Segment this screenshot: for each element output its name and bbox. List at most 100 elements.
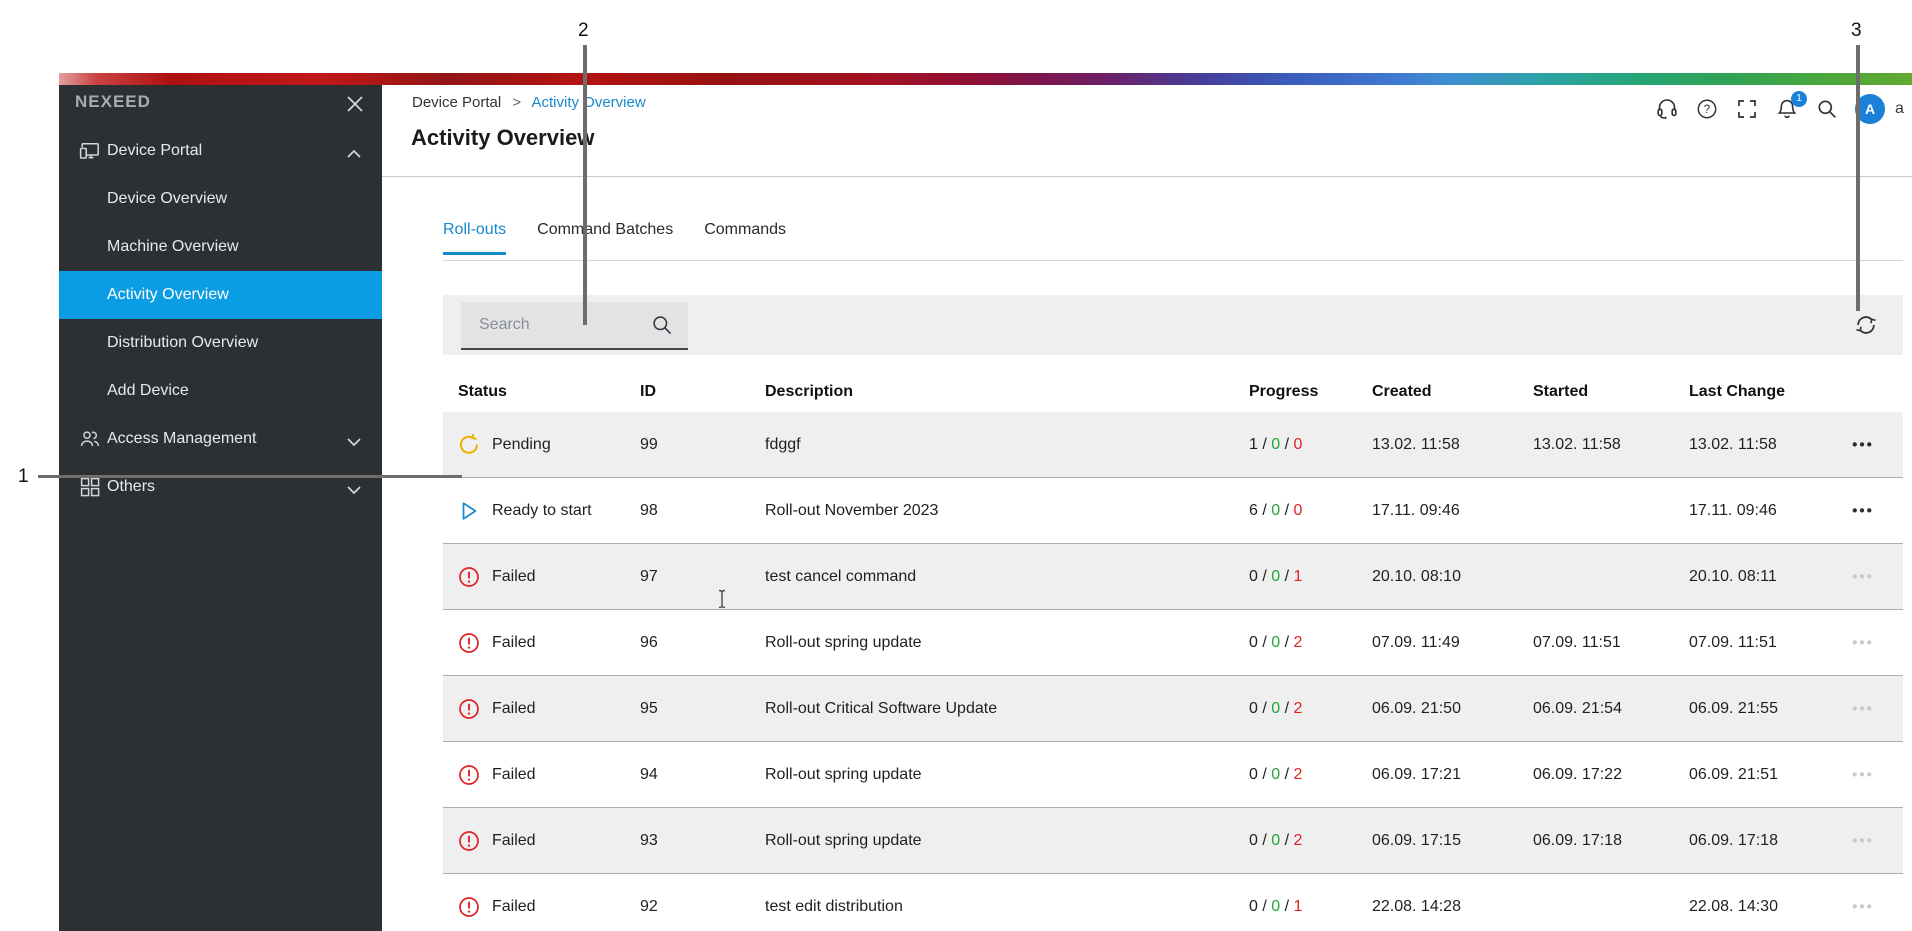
global-search-button[interactable]: [1815, 97, 1839, 121]
rollout-description: Roll-out Critical Software Update: [765, 699, 998, 717]
sidebar-item-label: Device Overview: [107, 190, 228, 207]
sidebar-item-machine-overview[interactable]: Machine Overview: [59, 223, 382, 271]
sidebar-item-distribution-overview[interactable]: Distribution Overview: [59, 319, 382, 367]
row-actions-button[interactable]: •••: [1838, 435, 1888, 454]
status-cell: Failed: [458, 896, 638, 918]
table-row[interactable]: Failed 97 test cancel command 0 / 0 / 1 20.1…: [443, 544, 1903, 610]
created-date: 06.09. 21:50: [1372, 699, 1461, 717]
sidebar-item-access-management[interactable]: Access Management: [59, 415, 382, 463]
row-actions-button[interactable]: •••: [1838, 567, 1888, 586]
rollout-id: 92: [640, 897, 658, 915]
breadcrumb-current[interactable]: Activity Overview: [531, 94, 646, 111]
started-date: 07.09. 11:51: [1533, 633, 1621, 651]
header-divider: [382, 176, 1912, 177]
sidebar-close-button[interactable]: [341, 91, 369, 119]
last-change-date: 06.09. 21:51: [1689, 765, 1778, 783]
table-row[interactable]: Ready to start 98 Roll-out November 2023 6 …: [443, 478, 1903, 544]
table-row[interactable]: Failed 92 test edit distribution 0 / 0 / 1 2…: [443, 874, 1903, 931]
notification-badge: 1: [1791, 91, 1807, 107]
status-cell: Failed: [458, 566, 638, 588]
table-row[interactable]: Failed 93 Roll-out spring update 0 / 0 / 2 0…: [443, 808, 1903, 874]
created-date: 06.09. 17:15: [1372, 831, 1461, 849]
table-toolbar: [443, 295, 1903, 355]
started-date: 06.09. 17:18: [1533, 831, 1622, 849]
sidebar: NEXEED Device Portal Device Overview Machi…: [59, 85, 382, 931]
sidebar-item-activity-overview[interactable]: Activity Overview: [59, 271, 382, 319]
last-change-date: 07.09. 11:51: [1689, 633, 1777, 651]
created-date: 20.10. 08:10: [1372, 567, 1461, 585]
breadcrumb: Device Portal > Activity Overview: [412, 94, 646, 111]
search-input[interactable]: [477, 302, 641, 348]
started-date: 06.09. 17:22: [1533, 765, 1622, 783]
refresh-button[interactable]: [1853, 312, 1879, 338]
tab-command-batches[interactable]: Command Batches: [537, 221, 674, 238]
failed-icon: [458, 764, 480, 786]
table-body: Pending 99 fdggf 1 / 0 / 0 13.02. 11:58 13.02…: [443, 412, 1903, 931]
status-cell: Failed: [458, 698, 638, 720]
sidebar-item-add-device[interactable]: Add Device: [59, 367, 382, 415]
last-change-date: 20.10. 08:11: [1689, 567, 1777, 585]
progress-cell: 6 / 0 / 0: [1249, 501, 1303, 519]
sidebar-item-device-portal[interactable]: Device Portal: [59, 127, 382, 175]
widgets-icon: [78, 475, 102, 499]
callout-label-3: 3: [1851, 20, 1862, 41]
table-row[interactable]: Pending 99 fdggf 1 / 0 / 0 13.02. 11:58 13.02…: [443, 412, 1903, 478]
progress-cell: 0 / 0 / 1: [1249, 567, 1303, 585]
failed-icon: [458, 632, 480, 654]
started-date: 13.02. 11:58: [1533, 435, 1621, 453]
column-header-description: Description: [765, 383, 854, 401]
column-header-created: Created: [1372, 383, 1432, 401]
rollout-id: 99: [640, 435, 658, 453]
row-actions-button[interactable]: •••: [1838, 699, 1888, 718]
sidebar-item-label: Device Portal: [107, 142, 203, 159]
notifications-button[interactable]: 1: [1775, 91, 1807, 121]
row-actions-button[interactable]: •••: [1838, 897, 1888, 916]
page-title: Activity Overview: [411, 125, 595, 150]
last-change-date: 22.08. 14:30: [1689, 897, 1778, 915]
status-label: Failed: [492, 897, 536, 915]
failed-icon: [458, 566, 480, 588]
support-button[interactable]: [1655, 97, 1679, 121]
column-header-id: ID: [640, 383, 656, 401]
rollout-id: 94: [640, 765, 658, 783]
rollout-description: Roll-out spring update: [765, 831, 922, 849]
tab-roll-outs[interactable]: Roll-outs: [443, 221, 507, 255]
sidebar-item-device-overview[interactable]: Device Overview: [59, 175, 382, 223]
rollout-description: test edit distribution: [765, 897, 903, 915]
status-label: Failed: [492, 699, 536, 717]
search-icon: [1815, 100, 1839, 124]
table-row[interactable]: Failed 94 Roll-out spring update 0 / 0 / 2 0…: [443, 742, 1903, 808]
rollout-description: fdggf: [765, 435, 801, 453]
row-actions-button[interactable]: •••: [1838, 765, 1888, 784]
rollout-id: 95: [640, 699, 658, 717]
search-icon[interactable]: [650, 313, 674, 337]
sidebar-item-label: Machine Overview: [107, 238, 239, 255]
rollout-description: Roll-out November 2023: [765, 501, 939, 519]
user-avatar[interactable]: A: [1855, 94, 1885, 124]
status-label: Failed: [492, 831, 536, 849]
status-cell: Ready to start: [458, 500, 638, 522]
breadcrumb-parent[interactable]: Device Portal: [412, 94, 502, 111]
column-header-last-change: Last Change: [1689, 383, 1786, 401]
tab-commands[interactable]: Commands: [704, 221, 787, 238]
column-header-progress: Progress: [1249, 383, 1319, 401]
breadcrumb-separator: >: [512, 94, 522, 111]
rollout-id: 96: [640, 633, 658, 651]
sidebar-item-others[interactable]: Others: [59, 463, 382, 511]
row-actions-button[interactable]: •••: [1838, 501, 1888, 520]
last-change-date: 13.02. 11:58: [1689, 435, 1777, 453]
tab-divider: [443, 260, 1903, 261]
rollout-id: 97: [640, 567, 658, 585]
help-button[interactable]: ?: [1695, 97, 1719, 121]
fullscreen-button[interactable]: [1735, 97, 1759, 121]
status-label: Failed: [492, 567, 536, 585]
refresh-icon: [1853, 316, 1879, 341]
row-actions-button[interactable]: •••: [1838, 831, 1888, 850]
table-row[interactable]: Failed 96 Roll-out spring update 0 / 0 / 2 0…: [443, 610, 1903, 676]
search-field: [461, 302, 688, 350]
column-header-started: Started: [1533, 383, 1589, 401]
table-row[interactable]: Failed 95 Roll-out Critical Software Updat…: [443, 676, 1903, 742]
rollout-description: test cancel command: [765, 567, 917, 585]
row-actions-button[interactable]: •••: [1838, 633, 1888, 652]
